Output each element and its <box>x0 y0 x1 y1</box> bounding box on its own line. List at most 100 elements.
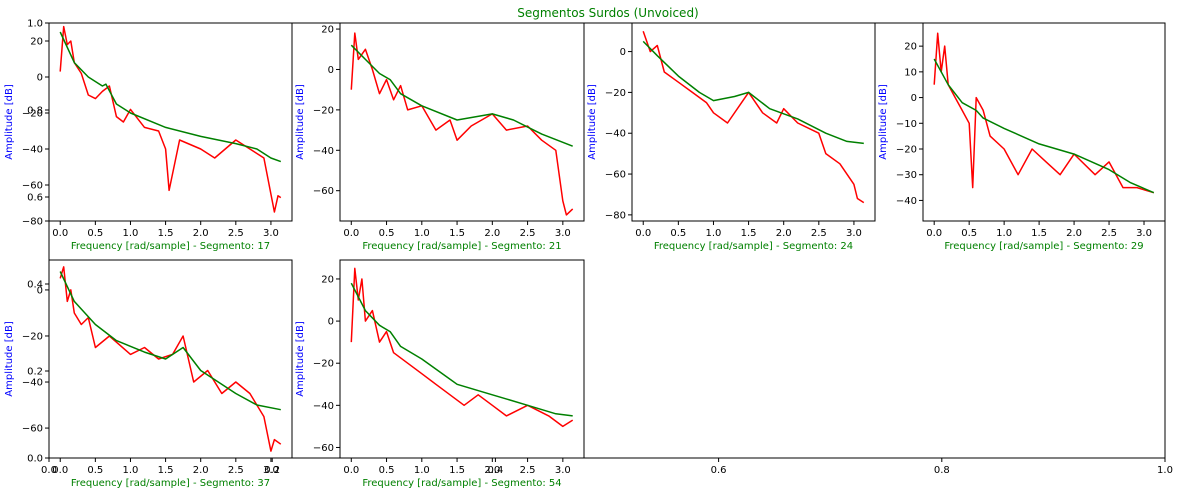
x-tick-label: 0.5 <box>379 465 395 476</box>
x-tick-label: 1.5 <box>741 228 757 239</box>
x-tick-label: 1.0 <box>414 228 430 239</box>
spectrum-line <box>933 32 1155 194</box>
x-axis-label: Frequency [rad/sample] - Segmento: 29 <box>944 241 1143 252</box>
subplot-segment-17: 0.0 0.5 1.0 1.5 2.0 2.5 3.0 20 0 −20 −40 −60 −80 Freq… <box>4 22 293 252</box>
x-tick-label: 1.5 <box>158 465 174 476</box>
background-x-tick-label: 0.6 <box>711 465 727 476</box>
x-tick-label: 0.5 <box>379 228 395 239</box>
y-tick-label: 0 <box>37 73 43 84</box>
y-tick-label: −30 <box>896 170 917 181</box>
x-tick-label: 3.0 <box>263 465 279 476</box>
y-tick-label: −20 <box>896 145 917 156</box>
subplot-segment-54: 0.0 0.5 1.0 1.5 2.0 2.5 3.0 20 0 −20 −40 −60 Frequen… <box>295 259 585 489</box>
y-tick-label: 0 <box>328 317 334 328</box>
y-axis-label: Amplitude [dB] <box>878 84 889 160</box>
axes-frame <box>631 22 876 222</box>
x-tick-label: 2.0 <box>193 465 209 476</box>
x-tick-label: 1.0 <box>123 465 139 476</box>
subplots: 0.0 0.5 1.0 1.5 2.0 2.5 3.0 20 0 −20 −40 −60 −80 Freq… <box>4 22 1166 489</box>
y-tick-label: 10 <box>904 67 917 78</box>
figure-title: Segmentos Surdos (Unvoiced) <box>517 6 699 20</box>
background-axes-frame <box>48 22 1166 459</box>
background-y-tick-label: 1.0 <box>27 19 43 30</box>
axes-frame <box>339 22 585 222</box>
x-tick-label: 2.0 <box>193 228 209 239</box>
x-axis-label: Frequency [rad/sample] - Segmento: 21 <box>362 241 561 252</box>
x-tick-label: 1.0 <box>123 228 139 239</box>
x-tick-label: 1.5 <box>449 228 465 239</box>
x-tick-label: 2.0 <box>484 465 500 476</box>
x-tick-label: 0.5 <box>961 228 977 239</box>
x-tick-label: 2.0 <box>1066 228 1082 239</box>
x-axis-label: Frequency [rad/sample] - Segmento: 24 <box>654 241 853 252</box>
envelope-line <box>642 40 864 145</box>
x-tick-label: 2.5 <box>1101 228 1117 239</box>
y-tick-label: −60 <box>313 443 334 454</box>
y-tick-label: 20 <box>321 274 334 285</box>
y-tick-label: −20 <box>605 88 626 99</box>
background-x-tick-label: 1.0 <box>1157 465 1173 476</box>
x-tick-label: 3.0 <box>1136 228 1152 239</box>
x-tick-label: 2.5 <box>811 228 827 239</box>
y-tick-label: 20 <box>904 42 917 53</box>
y-tick-label: −40 <box>605 129 626 140</box>
y-tick-label: −60 <box>22 424 43 435</box>
y-tick-label: 0 <box>911 93 917 104</box>
envelope-line <box>350 282 573 417</box>
x-tick-label: 0.5 <box>87 228 103 239</box>
x-tick-label: 2.5 <box>520 465 536 476</box>
y-tick-label: −60 <box>313 186 334 197</box>
envelope-line <box>350 44 573 147</box>
subplot-segment-37: 0.0 0.5 1.0 1.5 2.0 2.5 3.0 0 −20 −40 −60 Frequency… <box>4 259 293 489</box>
y-tick-label: 0 <box>328 65 334 76</box>
y-tick-label: 0 <box>37 285 43 296</box>
axes-frame <box>48 22 293 222</box>
y-axis-label: Amplitude [dB] <box>295 321 306 397</box>
background-y-tick-label: 0.4 <box>27 280 43 291</box>
background-y-tick-label: 0.2 <box>27 367 43 378</box>
x-tick-label: 3.0 <box>555 228 571 239</box>
x-tick-label: 1.5 <box>158 228 174 239</box>
x-tick-label: 1.0 <box>706 228 722 239</box>
spectrum-line <box>350 32 574 216</box>
x-tick-label: 2.5 <box>228 465 244 476</box>
envelope-line <box>59 271 281 411</box>
x-tick-label: 2.5 <box>228 228 244 239</box>
x-tick-label: 0.0 <box>52 465 68 476</box>
y-tick-label: 20 <box>30 37 43 48</box>
y-tick-label: −80 <box>22 217 43 228</box>
background-x-tick-label: 0.4 <box>487 465 503 476</box>
y-tick-label: −20 <box>22 109 43 120</box>
y-axis-label: Amplitude [dB] <box>295 84 306 160</box>
x-axis-label: Frequency [rad/sample] - Segmento: 17 <box>71 241 270 252</box>
y-tick-label: 20 <box>321 25 334 36</box>
background-y-tick-label: 0.6 <box>27 193 43 204</box>
x-tick-label: 1.5 <box>1031 228 1047 239</box>
y-tick-label: −20 <box>313 359 334 370</box>
y-axis-label: Amplitude [dB] <box>4 84 15 160</box>
x-tick-label: 0.5 <box>87 465 103 476</box>
x-tick-label: 1.5 <box>449 465 465 476</box>
y-tick-label: −10 <box>896 119 917 130</box>
x-tick-label: 0.0 <box>926 228 942 239</box>
y-tick-label: −60 <box>22 181 43 192</box>
subplot-segment-21: 0.0 0.5 1.0 1.5 2.0 2.5 3.0 20 0 −20 −40 −60 Frequen… <box>295 22 585 252</box>
background-x-tick-label: 0.0 <box>41 465 57 476</box>
y-tick-label: 0 <box>620 47 626 58</box>
x-tick-label: 0.0 <box>635 228 651 239</box>
y-tick-label: −40 <box>896 196 917 207</box>
y-tick-label: −40 <box>22 378 43 389</box>
background-x-tick-label: 0.8 <box>934 465 950 476</box>
background-y-tick-label: 0.8 <box>27 106 43 117</box>
x-tick-label: 0.5 <box>670 228 686 239</box>
x-tick-label: 2.5 <box>520 228 536 239</box>
spectrum-line <box>59 25 282 213</box>
axes-frame <box>922 22 1166 222</box>
y-axis-label: Amplitude [dB] <box>4 321 15 397</box>
y-tick-label: −20 <box>22 331 43 342</box>
axes-frame <box>339 259 585 459</box>
x-tick-label: 0.0 <box>343 465 359 476</box>
y-tick-label: −20 <box>313 105 334 116</box>
x-tick-label: 2.0 <box>776 228 792 239</box>
